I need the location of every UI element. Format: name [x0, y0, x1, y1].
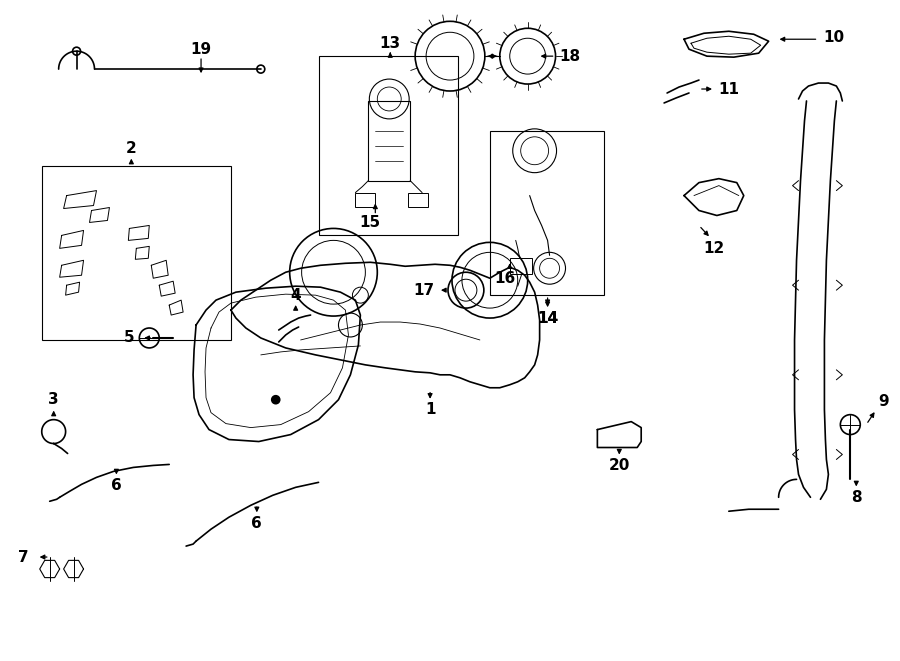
Text: 11: 11	[718, 81, 739, 97]
Text: 8: 8	[851, 490, 861, 505]
Text: 2: 2	[126, 141, 137, 156]
Text: 3: 3	[49, 392, 59, 407]
Text: 7: 7	[19, 549, 29, 564]
Text: 6: 6	[251, 516, 262, 531]
Text: 14: 14	[537, 311, 558, 326]
Text: 19: 19	[191, 42, 211, 57]
Text: 13: 13	[380, 36, 400, 51]
Bar	[356, 192, 375, 206]
Text: 17: 17	[413, 283, 435, 297]
Bar	[368, 101, 410, 180]
Bar	[490, 131, 604, 295]
Text: 18: 18	[559, 49, 580, 63]
Text: 6: 6	[111, 478, 122, 493]
Text: 5: 5	[124, 330, 135, 346]
Text: 16: 16	[494, 271, 516, 286]
Text: 1: 1	[425, 402, 436, 417]
Bar	[509, 258, 532, 274]
Bar	[41, 166, 231, 340]
Text: 4: 4	[291, 288, 301, 303]
Bar	[409, 192, 428, 206]
Text: 9: 9	[878, 394, 888, 409]
Text: 20: 20	[608, 458, 630, 473]
Text: 10: 10	[823, 30, 844, 45]
Text: 15: 15	[360, 215, 381, 230]
Bar	[319, 56, 458, 235]
Circle shape	[272, 396, 280, 404]
Text: 14: 14	[537, 311, 558, 326]
Text: 12: 12	[703, 241, 724, 256]
